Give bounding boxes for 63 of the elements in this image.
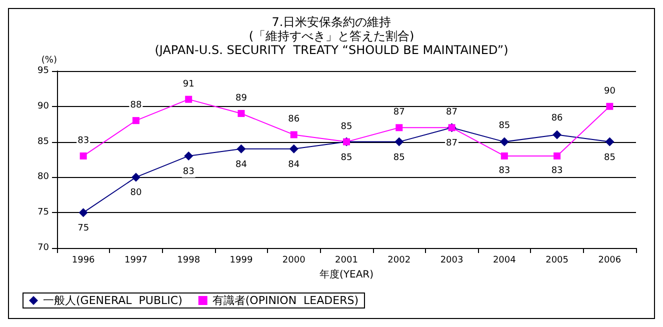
data-label: 84 xyxy=(236,160,248,170)
x-tick-label: 1999 xyxy=(230,256,253,266)
data-label: 87 xyxy=(446,138,458,149)
x-tick-label: 2002 xyxy=(388,256,411,266)
data-label: 89 xyxy=(236,93,248,104)
data-label: 85 xyxy=(340,152,352,163)
y-tick-label: 95 xyxy=(38,66,49,76)
data-label: 83 xyxy=(78,136,90,146)
data-label: 83 xyxy=(182,166,194,177)
legend-label: 有識者(OPINION LEADERS) xyxy=(212,294,358,307)
chart-title: 7.日米安保条約の維持 xyxy=(272,15,392,29)
data-label: 85 xyxy=(604,152,616,163)
y-tick-label: 70 xyxy=(38,243,50,253)
legend-label: 一般人(GENERAL PUBLIC) xyxy=(43,294,182,307)
data-label: 75 xyxy=(78,224,90,234)
y-tick-label: 90 xyxy=(38,101,50,112)
point xyxy=(185,96,192,103)
data-label: 86 xyxy=(551,114,564,124)
data-label: 87 xyxy=(446,108,458,118)
y-tick-label: 85 xyxy=(38,136,49,147)
data-label: 83 xyxy=(498,166,510,176)
point xyxy=(131,172,140,182)
data-label: 83 xyxy=(551,166,563,176)
point xyxy=(238,110,245,117)
data-label: 84 xyxy=(288,160,300,170)
data-label: 80 xyxy=(130,188,142,198)
point xyxy=(184,151,194,160)
y-tick-label: 75 xyxy=(38,208,49,218)
data-label: 88 xyxy=(130,100,142,111)
point xyxy=(289,144,298,154)
data-label: 91 xyxy=(182,79,194,90)
x-tick-label: 2005 xyxy=(546,256,568,266)
data-label: 85 xyxy=(393,152,405,163)
point xyxy=(132,117,140,124)
x-tick-label: 2006 xyxy=(598,256,622,266)
point xyxy=(500,152,508,160)
chart-subtitle: (「維持すべき」と答えた割合) (JAPAN-U.S. SECURITY TREATY “SHOULD BE MAINTAINED”) xyxy=(154,29,508,57)
data-label: 86 xyxy=(288,114,300,125)
point xyxy=(80,152,87,160)
x-tick-label: 1998 xyxy=(177,256,200,266)
point xyxy=(554,152,561,160)
x-tick-label: 2000 xyxy=(282,256,306,266)
data-label: 87 xyxy=(393,108,405,118)
data-label: 90 xyxy=(604,86,616,96)
x-tick-label: 2003 xyxy=(440,256,464,266)
point xyxy=(396,124,403,132)
x-tick-label: 1997 xyxy=(124,256,148,266)
x-tick-label: 2004 xyxy=(492,256,516,266)
y-tick-label: 80 xyxy=(38,172,50,182)
x-tick-label: 2001 xyxy=(335,256,358,266)
point xyxy=(605,137,614,146)
data-label: 85 xyxy=(340,122,352,132)
point xyxy=(78,208,88,218)
point xyxy=(394,137,404,146)
point xyxy=(606,102,614,110)
point xyxy=(236,144,246,154)
point xyxy=(552,130,562,140)
data-label: 85 xyxy=(498,120,510,131)
x-tick-label: 1996 xyxy=(72,256,96,266)
point xyxy=(290,131,298,138)
x-axis-title: 年度(YEAR) xyxy=(319,268,374,280)
y-axis-title: (%) xyxy=(41,56,57,66)
point xyxy=(500,137,509,146)
